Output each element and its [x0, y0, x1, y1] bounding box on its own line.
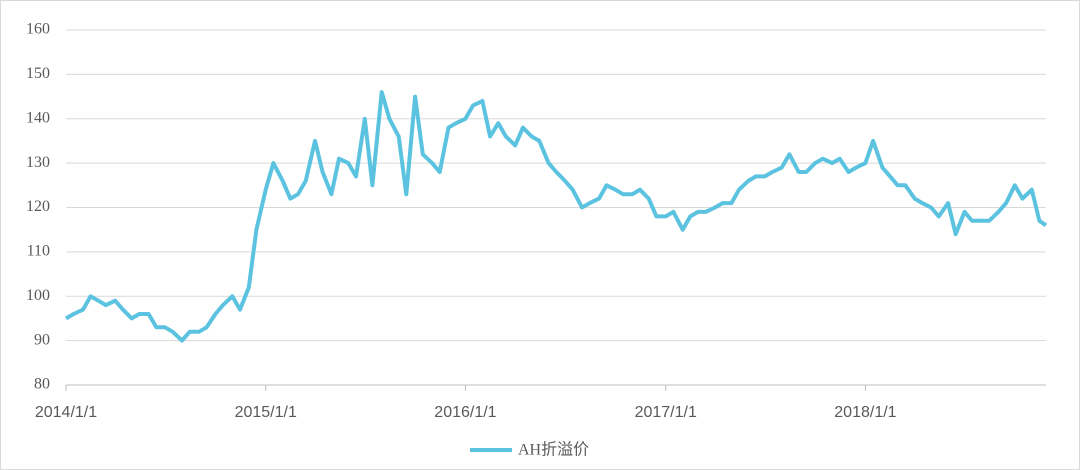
x-tick-label: 2017/1/1 [635, 404, 697, 421]
y-tick-label: 120 [26, 198, 50, 215]
y-tick-label: 140 [26, 109, 50, 126]
x-tick-label: 2014/1/1 [35, 404, 97, 421]
y-tick-label: 130 [26, 154, 50, 171]
x-tick-label: 2018/1/1 [834, 404, 896, 421]
x-tick-label: 2015/1/1 [235, 404, 297, 421]
legend-label: AH折溢价 [518, 441, 589, 459]
data-line [65, 90, 1048, 343]
y-tick-label: 150 [26, 65, 50, 82]
y-tick-label: 80 [34, 376, 50, 393]
y-tick-label: 110 [27, 243, 50, 260]
y-tick-label: 90 [34, 331, 50, 348]
y-tick-label: 160 [26, 21, 50, 38]
x-tick-label: 2016/1/1 [434, 404, 496, 421]
y-tick-label: 100 [26, 287, 50, 304]
